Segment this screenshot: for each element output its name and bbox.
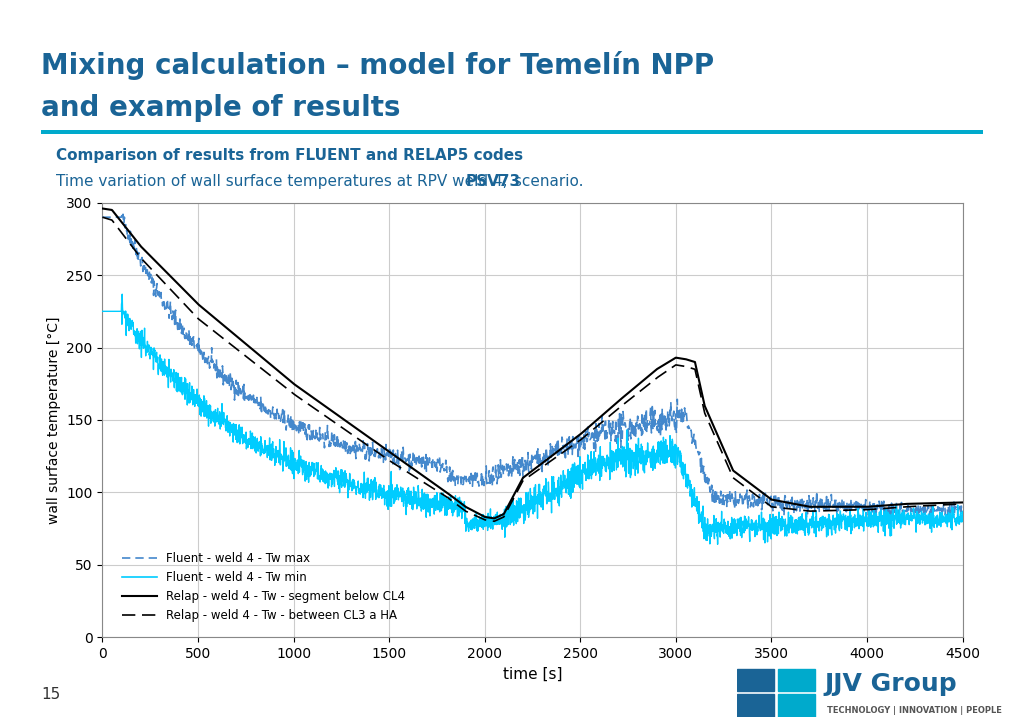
Bar xyxy=(778,694,815,717)
Text: PSV73: PSV73 xyxy=(466,174,521,189)
Bar xyxy=(778,669,815,691)
Text: scenario.: scenario. xyxy=(509,174,584,189)
Bar xyxy=(737,694,774,717)
Legend: Fluent - weld 4 - Tw max, Fluent - weld 4 - Tw min, Relap - weld 4 - Tw - segmen: Fluent - weld 4 - Tw max, Fluent - weld … xyxy=(117,548,411,627)
Text: Time variation of wall surface temperatures at RPV weld 4,: Time variation of wall surface temperatu… xyxy=(56,174,513,189)
Bar xyxy=(737,669,774,691)
X-axis label: time [s]: time [s] xyxy=(503,666,562,681)
Y-axis label: wall surface temperature [°C]: wall surface temperature [°C] xyxy=(47,316,60,523)
Text: JJV Group: JJV Group xyxy=(824,672,957,696)
Text: and example of results: and example of results xyxy=(41,94,400,122)
Text: TECHNOLOGY | INNOVATION | PEOPLE: TECHNOLOGY | INNOVATION | PEOPLE xyxy=(827,707,1002,715)
Text: Comparison of results from FLUENT and RELAP5 codes: Comparison of results from FLUENT and RE… xyxy=(56,148,523,164)
Text: 15: 15 xyxy=(41,687,60,702)
Text: Mixing calculation – model for Temelín NPP: Mixing calculation – model for Temelín N… xyxy=(41,51,714,80)
